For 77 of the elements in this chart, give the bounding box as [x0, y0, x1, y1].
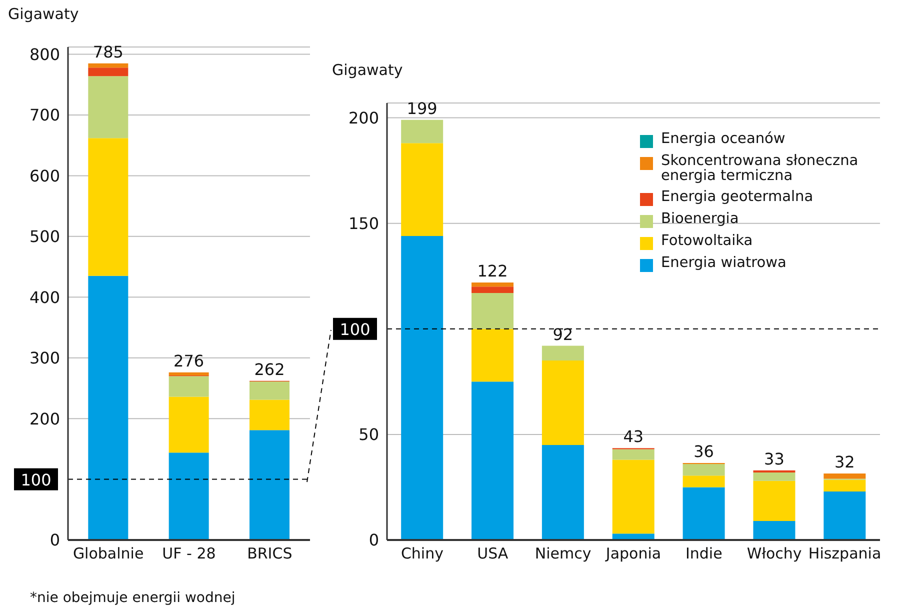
legend-label: Energia wiatrowa: [661, 255, 786, 271]
bar: [88, 138, 128, 276]
bar: [401, 120, 444, 144]
bar: [682, 476, 725, 488]
bar: [250, 430, 290, 540]
legend-label: Bioenergia: [661, 211, 739, 227]
bar: [88, 63, 128, 68]
y-tick-label: 300: [29, 348, 60, 368]
x-tick-label: BRICS: [247, 544, 292, 563]
text: *nie obejmuje energii wodnej: [30, 590, 236, 606]
bar: [472, 286, 514, 293]
bar: [168, 396, 209, 453]
y-tick-label: 0: [50, 530, 60, 550]
total-label: 785: [92, 42, 124, 62]
total-label: 262: [254, 360, 285, 379]
bar: [753, 480, 796, 521]
y-axis-title: Gigawaty: [8, 5, 79, 23]
y-tick-label: 50: [358, 425, 379, 444]
total-label: 122: [477, 261, 508, 280]
total-label: 199: [406, 98, 438, 118]
bar: [542, 360, 584, 445]
bar: [168, 372, 209, 376]
legend-label: Energia oceanów: [661, 131, 786, 147]
x-tick-label: Włochy: [746, 544, 802, 563]
y-tick-label: 400: [29, 288, 60, 307]
bar: [472, 328, 514, 382]
y-tick-label: 800: [29, 44, 60, 64]
x-tick-label: Indie: [686, 544, 722, 563]
y-tick-label: 200: [348, 108, 379, 128]
bar: [824, 474, 866, 479]
y-tick-label: 0: [368, 530, 379, 550]
bar: [168, 376, 209, 397]
legend-label: Skoncentrowana słoneczna energia termiczna: [661, 153, 860, 184]
bar: [88, 76, 128, 138]
bar: [88, 68, 128, 76]
x-tick-label: USA: [477, 544, 509, 563]
x-tick-label: UF - 28: [162, 544, 216, 563]
bar: [250, 382, 290, 400]
x-tick-label: Globalnie: [72, 544, 144, 563]
bar: [168, 452, 209, 540]
total-label: 32: [834, 452, 855, 472]
bar: [472, 293, 514, 329]
legend-label: Energia geotermalna: [661, 189, 814, 205]
y-tick-label: 600: [29, 166, 60, 186]
y-tick-label: 200: [29, 409, 60, 428]
bar: [824, 480, 866, 492]
x-tick-label: Japonia: [604, 544, 662, 563]
total-label: 33: [764, 449, 784, 468]
bar: [401, 236, 444, 540]
y-tick-label: 150: [348, 214, 379, 234]
bar: [401, 143, 444, 236]
y-tick-label: 500: [29, 227, 60, 246]
bar: [682, 464, 725, 476]
y-axis-title: Gigawaty: [332, 61, 403, 79]
bar: [472, 282, 514, 287]
bar: [88, 276, 128, 540]
x-tick-label: Chiny: [400, 544, 444, 563]
bar: [612, 449, 654, 460]
total-label: 43: [623, 427, 644, 446]
bar: [612, 460, 654, 534]
total-label: 36: [694, 442, 714, 461]
total-label: 92: [552, 324, 574, 344]
x-tick-label: Hiszpania: [808, 544, 882, 563]
legend-label: Fotowoltaika: [661, 233, 753, 249]
total-label: 276: [174, 351, 204, 370]
x-tick-label: Niemcy: [534, 544, 592, 563]
bar: [542, 346, 584, 361]
bar: [250, 400, 290, 430]
ref-line-label: 100: [340, 320, 370, 339]
ref-line-label: 100: [20, 470, 52, 490]
bar: [824, 491, 866, 540]
bar: [472, 382, 514, 540]
y-tick-label: 700: [29, 106, 60, 125]
bar: [682, 487, 725, 540]
bar: [753, 521, 796, 540]
bar: [753, 472, 796, 481]
bar: [542, 445, 584, 540]
